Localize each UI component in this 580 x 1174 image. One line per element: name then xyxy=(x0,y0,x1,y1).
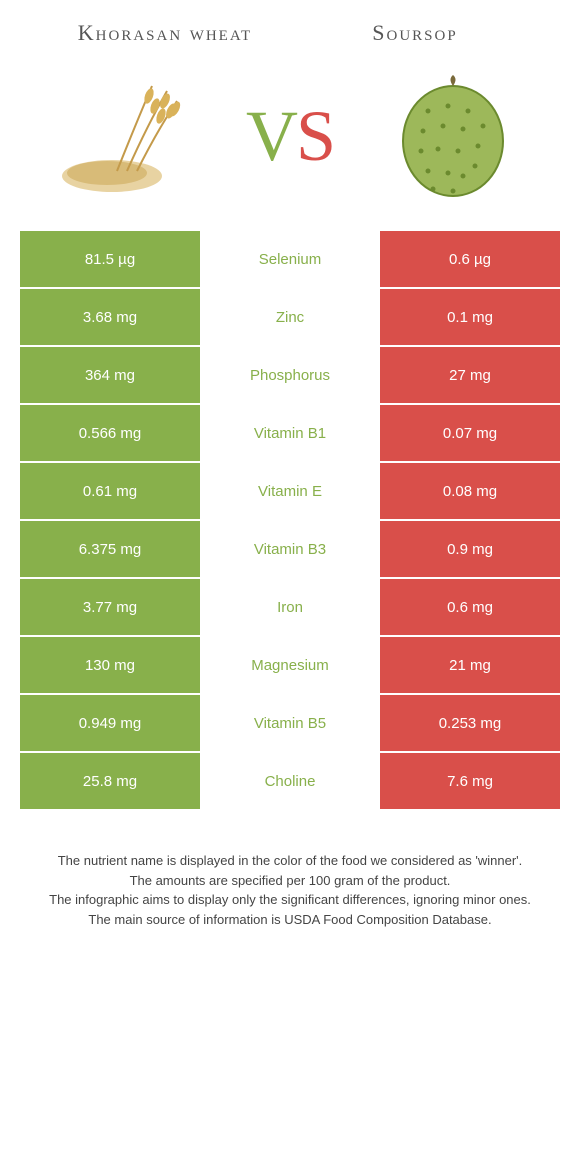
nutrient-name: Iron xyxy=(200,579,380,635)
food-right-title: Soursop xyxy=(290,20,540,46)
right-value: 0.08 mg xyxy=(380,463,560,519)
table-row: 6.375 mgVitamin B30.9 mg xyxy=(20,521,560,577)
nutrient-name: Vitamin B5 xyxy=(200,695,380,751)
right-value: 0.253 mg xyxy=(380,695,560,751)
right-value: 0.07 mg xyxy=(380,405,560,461)
table-row: 364 mgPhosphorus27 mg xyxy=(20,347,560,403)
right-value: 0.6 mg xyxy=(380,579,560,635)
left-value: 0.949 mg xyxy=(20,695,200,751)
left-value: 6.375 mg xyxy=(20,521,200,577)
vs-s: S xyxy=(296,96,334,176)
right-value: 0.9 mg xyxy=(380,521,560,577)
nutrient-name: Choline xyxy=(200,753,380,809)
nutrient-table: 81.5 µgSelenium0.6 µg3.68 mgZinc0.1 mg36… xyxy=(20,231,560,809)
left-value: 0.61 mg xyxy=(20,463,200,519)
left-value: 3.68 mg xyxy=(20,289,200,345)
left-value: 0.566 mg xyxy=(20,405,200,461)
table-row: 130 mgMagnesium21 mg xyxy=(20,637,560,693)
nutrient-name: Zinc xyxy=(200,289,380,345)
footnote-line: The main source of information is USDA F… xyxy=(30,910,550,930)
footnote-line: The amounts are specified per 100 gram o… xyxy=(30,871,550,891)
right-value: 7.6 mg xyxy=(380,753,560,809)
left-value: 81.5 µg xyxy=(20,231,200,287)
soursop-icon xyxy=(383,71,523,201)
header-row: Khorasan wheat Soursop xyxy=(0,0,580,56)
wheat-icon xyxy=(57,71,197,201)
table-row: 3.68 mgZinc0.1 mg xyxy=(20,289,560,345)
right-value: 0.1 mg xyxy=(380,289,560,345)
left-value: 3.77 mg xyxy=(20,579,200,635)
left-value: 364 mg xyxy=(20,347,200,403)
right-value: 21 mg xyxy=(380,637,560,693)
footnotes: The nutrient name is displayed in the co… xyxy=(0,811,580,929)
vs-v: V xyxy=(246,96,296,176)
food-left-title: Khorasan wheat xyxy=(40,20,290,46)
nutrient-name: Vitamin B1 xyxy=(200,405,380,461)
nutrient-name: Vitamin E xyxy=(200,463,380,519)
table-row: 25.8 mgCholine7.6 mg xyxy=(20,753,560,809)
nutrient-name: Selenium xyxy=(200,231,380,287)
food-left-image xyxy=(52,66,202,206)
images-row: VS xyxy=(0,56,580,231)
table-row: 0.949 mgVitamin B50.253 mg xyxy=(20,695,560,751)
nutrient-name: Magnesium xyxy=(200,637,380,693)
footnote-line: The nutrient name is displayed in the co… xyxy=(30,851,550,871)
table-row: 0.566 mgVitamin B10.07 mg xyxy=(20,405,560,461)
right-value: 0.6 µg xyxy=(380,231,560,287)
table-row: 3.77 mgIron0.6 mg xyxy=(20,579,560,635)
nutrient-name: Phosphorus xyxy=(200,347,380,403)
food-right-image xyxy=(378,66,528,206)
table-row: 81.5 µgSelenium0.6 µg xyxy=(20,231,560,287)
vs-label: VS xyxy=(246,95,334,178)
right-value: 27 mg xyxy=(380,347,560,403)
left-value: 25.8 mg xyxy=(20,753,200,809)
left-value: 130 mg xyxy=(20,637,200,693)
nutrient-name: Vitamin B3 xyxy=(200,521,380,577)
table-row: 0.61 mgVitamin E0.08 mg xyxy=(20,463,560,519)
footnote-line: The infographic aims to display only the… xyxy=(30,890,550,910)
